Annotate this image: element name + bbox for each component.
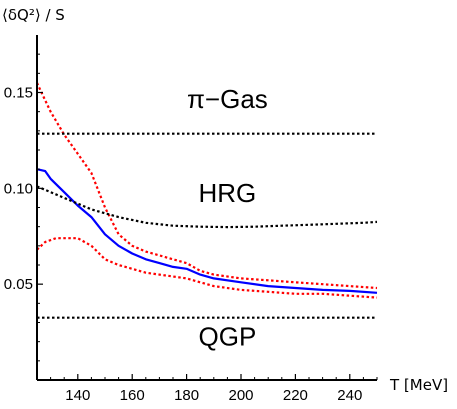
series-line-1 (36, 82, 378, 290)
x-tick-label: 140 (65, 387, 90, 404)
x-tick-label: 180 (174, 387, 199, 404)
series-layer (36, 82, 378, 319)
ticks-layer: 140 160 180 200 220 240 0.05 0.10 0.15 (4, 53, 378, 404)
y-tick-label: 0.10 (4, 180, 33, 197)
x-tick-label: 220 (283, 387, 308, 404)
y-tick-label: 0.05 (4, 276, 33, 293)
series-line-3 (36, 185, 378, 229)
x-tick-label: 240 (337, 387, 362, 404)
series-line-2 (36, 237, 378, 299)
y-axis-title: ⟨δQ²⟩ / S (2, 6, 65, 24)
annotation-label: HRG (199, 178, 257, 208)
annotation-label: QGP (199, 322, 257, 352)
x-axis-title: T [MeV] (389, 376, 448, 394)
annotation-label: π−Gas (187, 84, 268, 114)
annotation-layer: π−Gas HRG QGP (187, 84, 268, 352)
x-tick-label: 160 (120, 387, 145, 404)
series-line-0 (36, 168, 378, 294)
x-tick-label: 200 (228, 387, 253, 404)
y-tick-label: 0.15 (4, 85, 33, 102)
